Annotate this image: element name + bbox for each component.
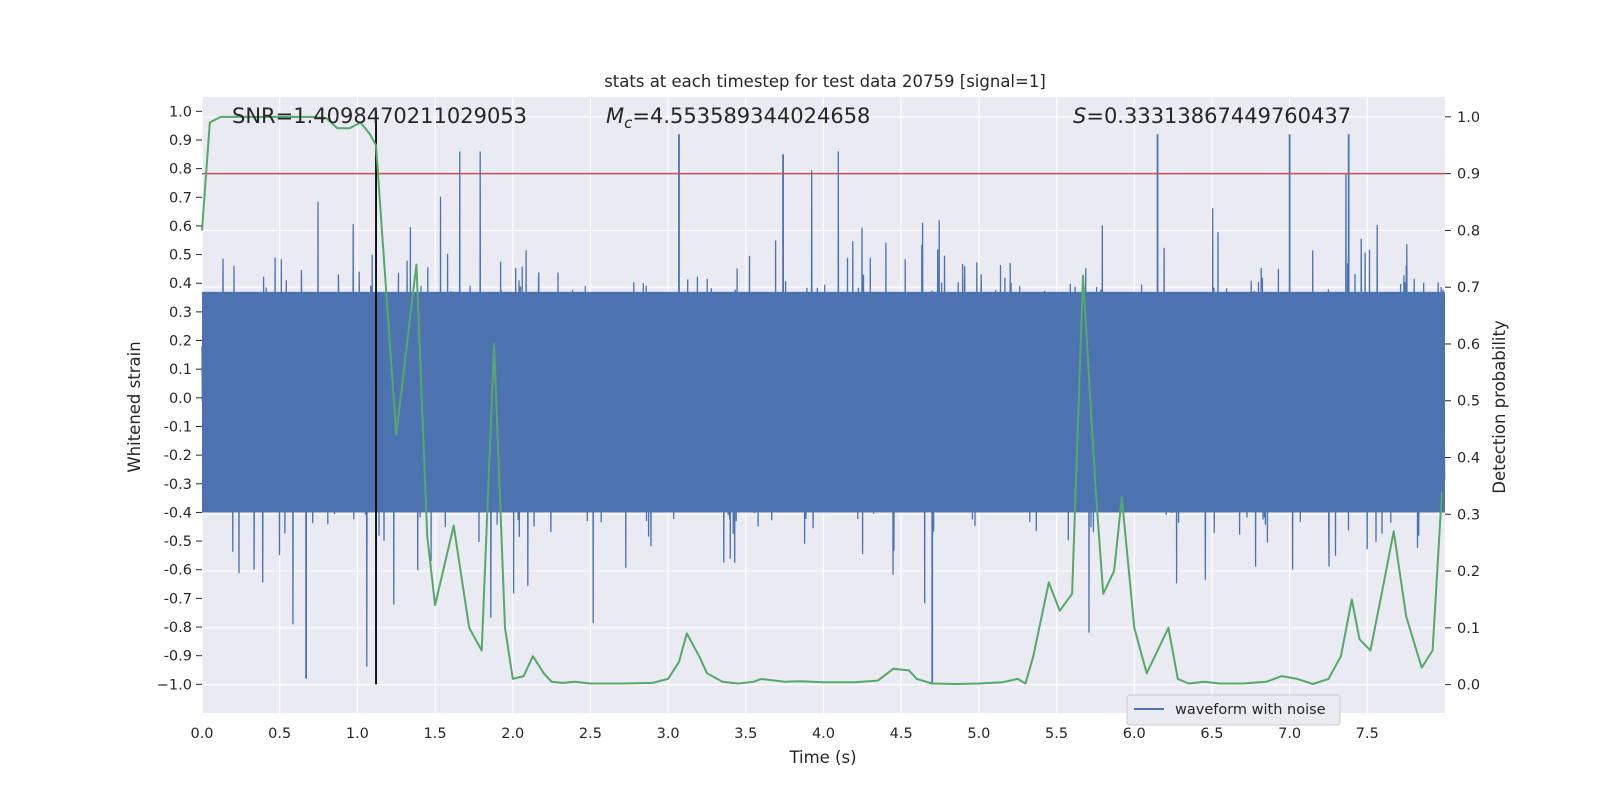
x-tick-label: 2.5 (579, 726, 602, 742)
y2-tick-label: 0.3 (1457, 507, 1480, 523)
x-tick-label: 0.5 (268, 726, 291, 742)
legend-label: waveform with noise (1175, 702, 1326, 718)
y-axis-ticks: 1.0 0.9 0.8 0.7 0.6 0.5 0.4 0.3 0.2 0.1 0.0 -0.1 -0.… (157, 104, 202, 693)
chart-title: stats at each timestep for test data 207… (604, 72, 1046, 91)
y-tick-label: 0.7 (169, 190, 192, 206)
legend-box (1126, 694, 1341, 726)
waveform-series (201, 134, 1446, 685)
snr-annotation: SNR=1.4098470211029053 (232, 104, 527, 128)
legend: waveform with noise (1126, 694, 1341, 726)
y-tick-label: 0.2 (169, 334, 192, 350)
chirp-mass-symbol: M (606, 104, 624, 128)
y-tick-label: 0.1 (169, 362, 192, 378)
y-tick-label: -0.4 (164, 505, 192, 521)
y-tick-label: -0.1 (164, 419, 192, 435)
y2-tick-label: 0.8 (1457, 223, 1480, 239)
y-tick-label: -0.7 (164, 591, 192, 607)
x-tick-label: 5.5 (1045, 726, 1068, 742)
y2-tick-label: 0.9 (1457, 167, 1480, 183)
s-annotation: S=0.33313867449760437 (1073, 104, 1351, 128)
y-tick-label: -0.5 (164, 534, 192, 550)
y2-axis-label: Detection probability (1490, 320, 1509, 494)
x-tick-label: 6.0 (1123, 726, 1146, 742)
y-tick-label: 0.0 (169, 391, 192, 407)
x-tick-label: 1.5 (424, 726, 447, 742)
y-tick-label: 0.8 (169, 162, 192, 178)
x-tick-label: 7.5 (1356, 726, 1379, 742)
y-tick-label: -0.8 (164, 620, 192, 636)
y-tick-label: −1.0 (157, 677, 192, 693)
y-tick-label: 0.9 (169, 133, 192, 149)
y-tick-label: -0.2 (164, 448, 192, 464)
chirp-mass-subscript: c (624, 114, 633, 132)
y-tick-label: -0.6 (164, 563, 192, 579)
y2-tick-label: 1.0 (1457, 110, 1480, 126)
x-tick-label: 4.0 (812, 726, 835, 742)
x-tick-label: 7.0 (1278, 726, 1301, 742)
y2-tick-label: 0.0 (1457, 678, 1480, 694)
s-value: =0.33313867449760437 (1086, 104, 1351, 128)
x-tick-label: 3.0 (657, 726, 680, 742)
x-tick-label: 3.5 (734, 726, 757, 742)
y-tick-label: 1.0 (169, 104, 192, 120)
y2-tick-label: 0.7 (1457, 280, 1480, 296)
y-tick-label: -0.9 (164, 649, 192, 665)
y2-axis-ticks: 1.0 0.9 0.8 0.7 0.6 0.5 0.4 0.3 0.2 0.1 0.0 (1445, 110, 1480, 694)
s-symbol: S (1073, 104, 1086, 128)
x-axis-ticks: 0.0 0.5 1.0 1.5 2.0 2.5 3.0 3.5 4.0 4.5 5.0 5.5 6.0 6… (190, 726, 1378, 742)
y2-tick-label: 0.2 (1457, 564, 1480, 580)
y-axis-label: Whitened strain (125, 341, 144, 472)
y-tick-label: 0.4 (169, 276, 192, 292)
chirp-mass-value: =4.553589344024658 (632, 104, 870, 128)
y-tick-label: 0.5 (169, 248, 192, 264)
y-tick-label: 0.6 (169, 219, 192, 235)
chirp-mass-annotation: Mc=4.553589344024658 (606, 104, 870, 132)
detection-probability-series (201, 115, 1443, 685)
y2-tick-label: 0.6 (1457, 337, 1480, 353)
x-tick-label: 0.0 (190, 726, 213, 742)
x-tick-label: 4.5 (890, 726, 913, 742)
x-axis-label: Time (s) (788, 748, 856, 767)
y-tick-label: 0.3 (169, 305, 192, 321)
x-tick-label: 5.0 (967, 726, 990, 742)
x-tick-label: 1.0 (346, 726, 369, 742)
x-tick-label: 6.5 (1200, 726, 1223, 742)
y2-tick-label: 0.4 (1457, 451, 1480, 467)
y2-tick-label: 0.1 (1457, 621, 1480, 637)
probability-line (201, 115, 1443, 685)
y-tick-label: -0.3 (164, 477, 192, 493)
y2-tick-label: 0.5 (1457, 394, 1480, 410)
x-tick-label: 2.0 (501, 726, 524, 742)
